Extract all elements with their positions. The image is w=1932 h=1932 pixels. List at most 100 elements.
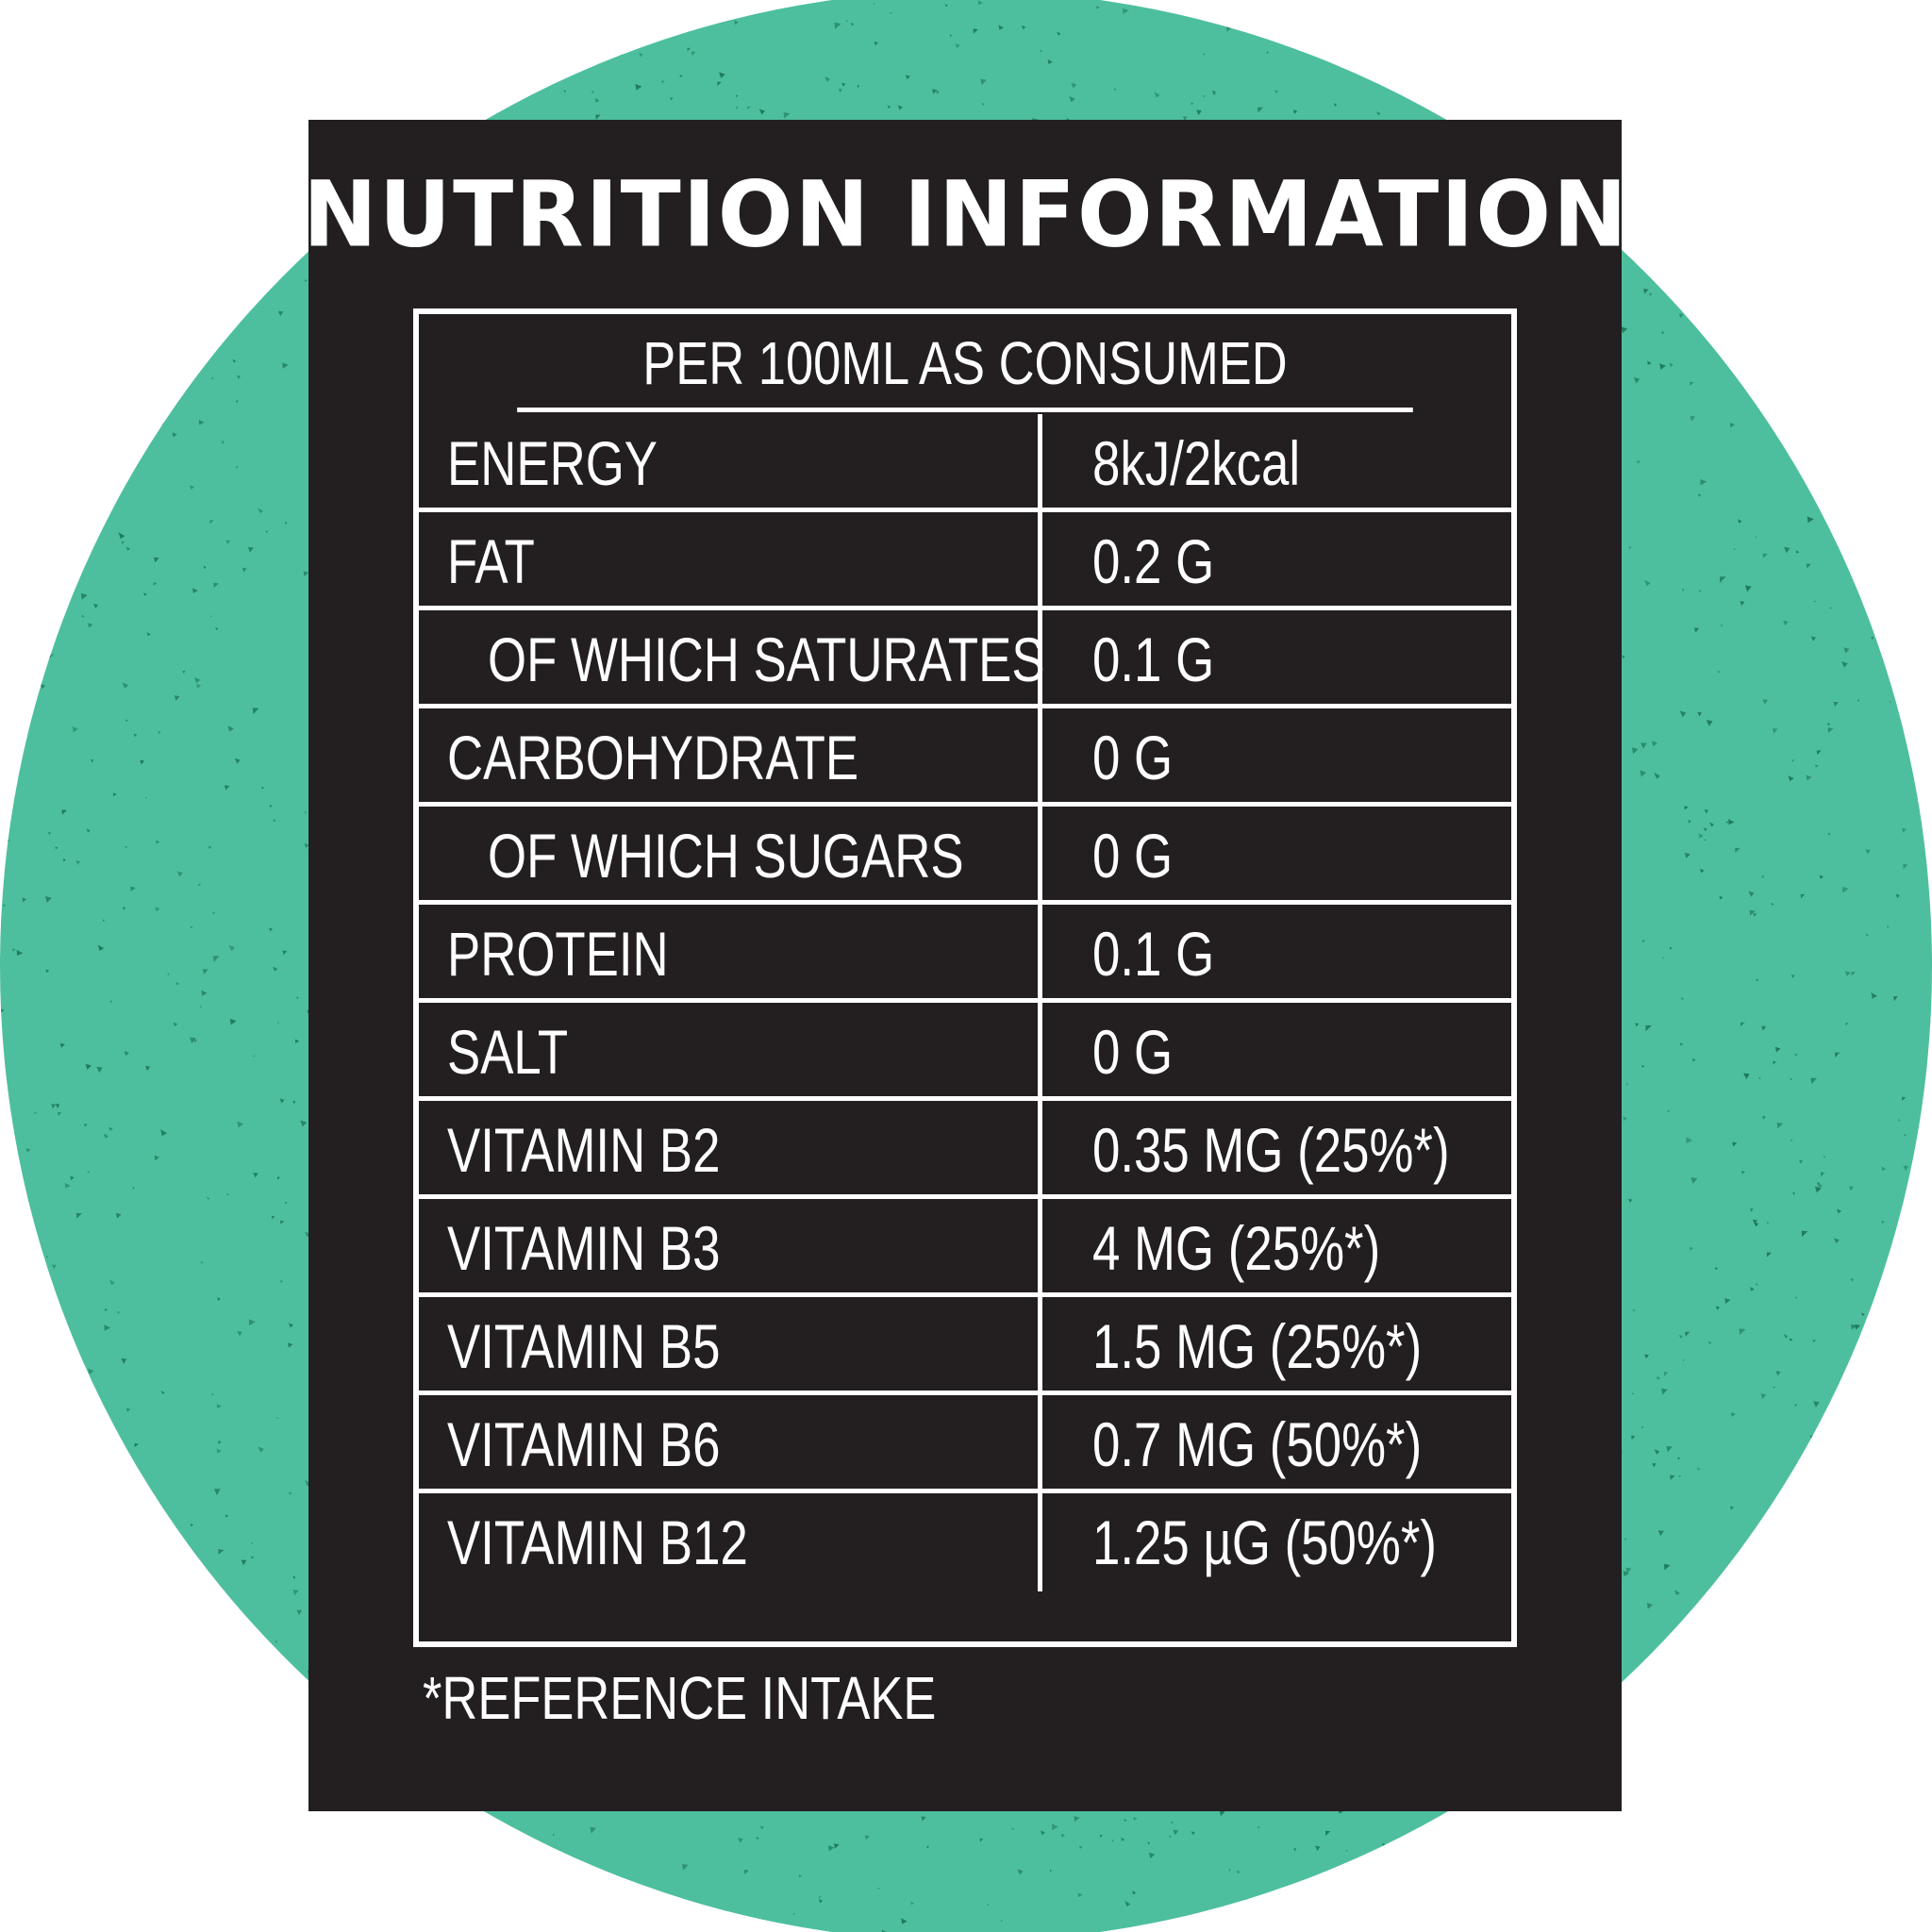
speckle-dot	[1681, 589, 1685, 591]
speckle-dot	[58, 1112, 61, 1116]
speckle-dot	[87, 414, 92, 420]
speckle-dot	[1878, 1507, 1886, 1515]
speckle-dot	[1628, 1198, 1633, 1203]
speckle-dot	[253, 1173, 258, 1178]
speckle-dot	[179, 1624, 186, 1631]
speckle-dot	[1788, 775, 1794, 782]
speckle-dot	[292, 1101, 296, 1105]
speckle-dot	[519, 1853, 525, 1858]
speckle-dot	[22, 897, 27, 903]
speckle-dot	[382, 1895, 385, 1899]
speckle-dot	[1707, 1341, 1712, 1345]
speckle-dot	[980, 78, 987, 86]
speckle-dot	[1148, 1852, 1156, 1859]
speckle-dot	[227, 1886, 231, 1890]
speckle-dot	[1795, 1296, 1798, 1299]
speckle-dot	[1203, 53, 1206, 57]
speckle-dot	[188, 1740, 194, 1745]
speckle-dot	[199, 1005, 202, 1008]
speckle-dot	[987, 1904, 990, 1907]
speckle-dot	[1795, 1731, 1799, 1736]
speckle-dot	[1740, 1022, 1745, 1027]
speckle-dot	[1783, 620, 1789, 626]
speckle-dot	[1498, 1817, 1502, 1821]
speckle-dot	[242, 567, 247, 573]
speckle-dot	[121, 125, 125, 131]
speckle-dot	[134, 1604, 141, 1610]
speckle-dot	[462, 72, 468, 78]
speckle-dot	[96, 137, 104, 144]
speckle-dot	[41, 565, 47, 572]
speckle-dot	[1624, 1538, 1627, 1541]
speckle-dot	[1883, 90, 1889, 96]
speckle-dot	[1689, 1856, 1692, 1858]
speckle-dot	[191, 925, 193, 929]
speckle-dot	[1902, 608, 1907, 613]
speckle-dot	[229, 1018, 237, 1025]
speckle-dot	[1816, 750, 1822, 756]
speckle-dot	[190, 485, 194, 491]
speckle-dot	[1875, 1299, 1881, 1305]
column-divider	[1038, 512, 1042, 606]
speckle-dot	[88, 623, 93, 628]
speckle-dot	[1661, 1388, 1668, 1395]
speckle-dot	[1648, 1763, 1654, 1769]
speckle-dot	[1678, 1474, 1682, 1478]
speckle-dot	[51, 1264, 57, 1270]
speckle-dot	[1325, 1830, 1331, 1837]
speckle-dot	[70, 1175, 75, 1181]
speckle-dot	[1734, 127, 1739, 131]
speckle-dot	[469, 5, 475, 11]
speckle-dot	[1817, 1182, 1821, 1185]
speckle-dot	[45, 969, 50, 974]
speckle-dot	[1628, 546, 1632, 550]
speckle-dot	[1659, 363, 1666, 370]
speckle-dot	[1648, 1678, 1652, 1682]
speckle-dot	[1833, 1238, 1840, 1244]
speckle-dot	[1147, 1841, 1151, 1845]
speckle-dot	[1698, 833, 1704, 839]
speckle-dot	[1257, 107, 1263, 113]
speckle-dot	[798, 1874, 803, 1878]
speckle-dot	[1812, 1886, 1818, 1890]
speckle-dot	[470, 51, 475, 57]
speckle-dot	[74, 1689, 78, 1692]
speckle-dot	[277, 310, 284, 317]
speckle-dot	[1760, 1393, 1767, 1400]
speckle-dot	[135, 1638, 142, 1643]
speckle-dot	[190, 176, 194, 181]
speckle-dot	[236, 400, 239, 404]
speckle-dot	[756, 1837, 759, 1840]
speckle-dot	[1839, 295, 1841, 298]
speckle-dot	[192, 588, 198, 593]
speckle-dot	[44, 896, 52, 904]
speckle-dot	[473, 1878, 477, 1883]
speckle-dot	[230, 125, 237, 131]
speckle-dot	[273, 1673, 278, 1678]
speckle-dot	[119, 1577, 123, 1581]
speckle-dot	[40, 684, 46, 690]
speckle-dot	[717, 81, 722, 87]
speckle-dot	[0, 1008, 5, 1013]
speckle-dot	[249, 1319, 256, 1326]
speckle-dot	[1633, 377, 1641, 384]
speckle-dot	[1809, 456, 1816, 463]
speckle-dot	[669, 97, 674, 101]
speckle-dot	[1792, 1191, 1796, 1195]
speckle-dot	[33, 36, 40, 43]
speckle-dot	[1662, 1773, 1670, 1780]
speckle-dot	[691, 51, 696, 57]
speckle-dot	[356, 1902, 361, 1907]
speckle-dot	[1804, 152, 1807, 156]
speckle-dot	[27, 70, 35, 76]
nutrient-value: 0 G	[1092, 1017, 1174, 1087]
speckle-dot	[241, 1559, 247, 1566]
speckle-dot	[168, 30, 174, 37]
speckle-dot	[129, 1840, 133, 1845]
speckle-dot	[1657, 1375, 1660, 1380]
speckle-dot	[1530, 6, 1534, 9]
speckle-dot	[1, 1641, 6, 1646]
speckle-dot	[1700, 1707, 1704, 1710]
table-row: OF WHICH SUGARS 0 G	[419, 807, 1511, 905]
speckle-dot	[101, 19, 105, 23]
